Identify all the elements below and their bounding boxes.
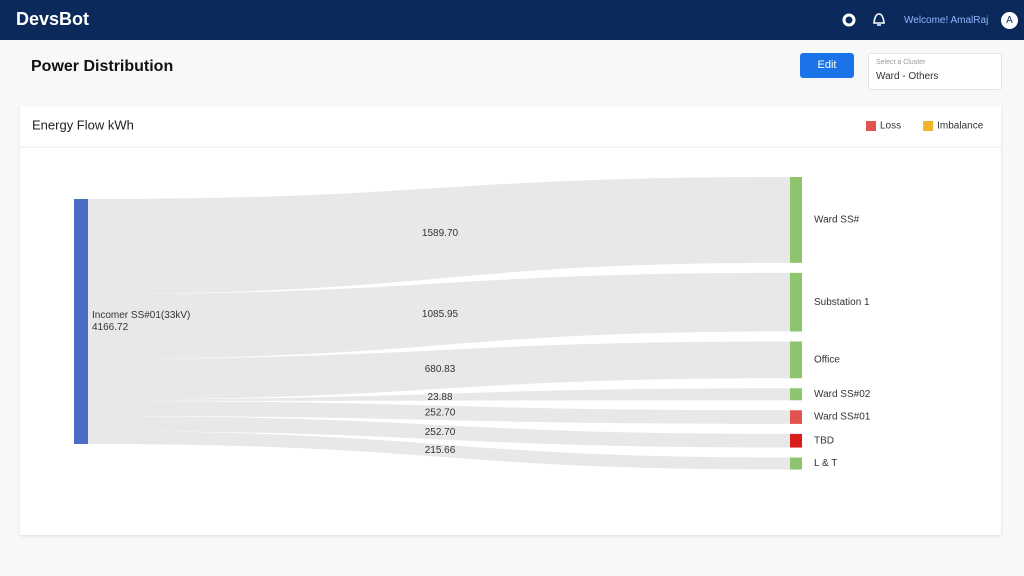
target-label: TBD (814, 435, 834, 446)
flow-ribbon (88, 272, 790, 359)
flow-ribbon (88, 416, 790, 448)
target-node (790, 433, 802, 448)
avatar[interactable]: A (1001, 12, 1018, 29)
chart: Energy Flow kWh Loss Imbalance Ward SS# 158… (20, 117, 1001, 470)
target-node (790, 341, 802, 379)
legend-label: Imbalance (937, 121, 984, 132)
flow-ribbon (88, 177, 790, 294)
source-value: 4166.72 (92, 322, 129, 333)
target-label: Ward SS#01 (814, 412, 871, 423)
target-label: Substation 1 (814, 297, 870, 308)
flow-value-label: 680.83 (425, 364, 456, 375)
top-bar: DevsBot Welcome! AmalRaj A (0, 0, 1024, 40)
select-value: Ward - Others (876, 71, 939, 82)
source-node (74, 199, 88, 444)
chart-title: Energy Flow kWh (32, 117, 134, 132)
flow-value-label: 215.66 (425, 445, 456, 456)
flow-ribbon (88, 431, 790, 470)
target-node (790, 388, 802, 401)
target-node (790, 272, 802, 332)
source-label: Incomer SS#01(33kV) (92, 310, 190, 321)
target-node (790, 410, 802, 424)
flow-ribbon (88, 341, 790, 400)
select-hint: Select a Cluster (876, 59, 926, 66)
settings-icon[interactable] (842, 13, 856, 27)
chart-card: Energy Flow kWh Loss Imbalance Ward SS# 158… (20, 106, 1001, 535)
flow-ribbon (88, 400, 790, 424)
brand[interactable]: DevsBot (16, 9, 90, 29)
cluster-select[interactable]: Select a Cluster Ward - Others (868, 53, 1002, 90)
flow-value-label: 252.70 (425, 407, 456, 418)
edit-button[interactable]: Edit (800, 53, 854, 78)
legend-swatch (866, 121, 876, 131)
flow-value-label: 1589.70 (422, 228, 459, 239)
target-label: Office (814, 355, 840, 366)
target-node (790, 457, 802, 470)
flow-value-label: 23.88 (427, 392, 452, 403)
page-title: Power Distribution (31, 58, 174, 75)
welcome: Welcome! AmalRaj (904, 15, 989, 26)
target-label: L & T (814, 458, 837, 469)
legend-label: Loss (880, 121, 901, 132)
flow-ribbon (88, 388, 790, 401)
legend-swatch (923, 121, 934, 131)
target-label: Ward SS# (814, 215, 860, 226)
bell-icon[interactable] (872, 12, 886, 28)
target-label: Ward SS#02 (814, 389, 871, 400)
flow-value-label: 252.70 (425, 427, 456, 438)
flow-value-label: 1085.95 (422, 309, 459, 320)
target-node (790, 177, 802, 263)
